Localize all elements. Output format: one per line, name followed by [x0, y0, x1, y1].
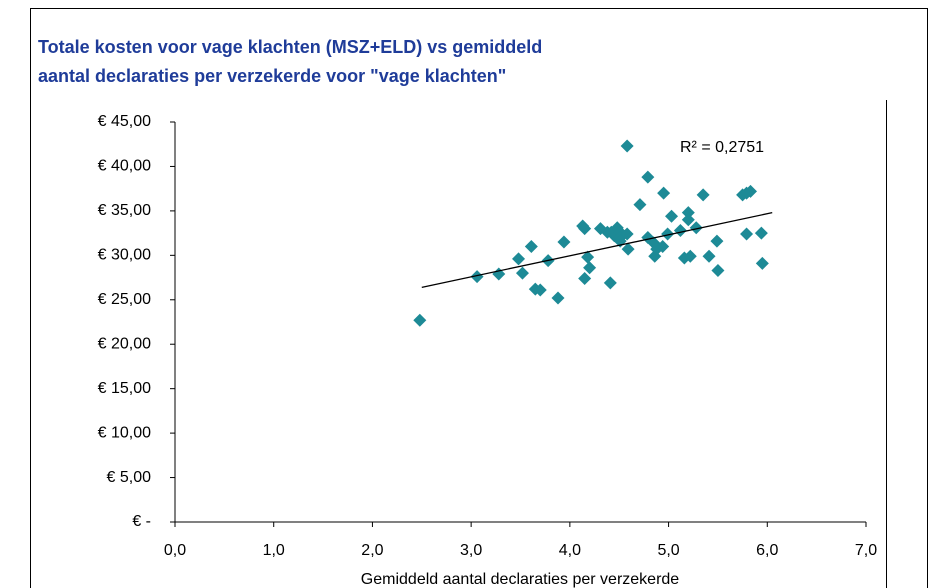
y-tick-label: € 40,00 [98, 158, 151, 175]
point [413, 313, 427, 327]
point [551, 291, 565, 305]
x-tick-label: 7,0 [855, 542, 877, 559]
point [755, 256, 769, 270]
point [681, 213, 695, 227]
point [470, 270, 484, 284]
point [533, 283, 547, 297]
point [656, 239, 670, 253]
x-tick-label: 1,0 [263, 542, 285, 559]
point [696, 188, 710, 202]
point [621, 242, 635, 256]
y-tick-label: € 25,00 [98, 291, 151, 308]
y-tick-label: € 5,00 [107, 469, 152, 486]
point [661, 227, 675, 241]
point [557, 235, 571, 249]
y-tick-label: € 35,00 [98, 202, 151, 219]
x-tick-label: 0,0 [164, 542, 186, 559]
point [578, 222, 592, 236]
chart-border [30, 8, 928, 588]
point [702, 249, 716, 263]
trendline [421, 212, 773, 288]
point [515, 266, 529, 280]
point [641, 170, 655, 184]
point [711, 263, 725, 277]
point [710, 234, 724, 248]
point [754, 226, 768, 240]
point [683, 249, 697, 263]
chart-title: Totale kosten voor vage klachten (MSZ+EL… [38, 37, 542, 57]
y-tick-label: € 45,00 [98, 113, 151, 130]
point [524, 239, 538, 253]
point [657, 186, 671, 200]
point [603, 276, 617, 290]
x-tick-label: 2,0 [361, 542, 383, 559]
annotation: R² = 0,2751 [680, 139, 764, 156]
point [665, 209, 679, 223]
y-tick-label: € 20,00 [98, 335, 151, 352]
point [583, 261, 597, 275]
point [744, 184, 758, 198]
chart-title: aantal declaraties per verzekerde voor "… [38, 66, 506, 86]
point [673, 223, 687, 237]
x-tick-label: 6,0 [756, 542, 778, 559]
y-tick-label: € 30,00 [98, 247, 151, 264]
y-tick-label: € 10,00 [98, 424, 151, 441]
point [681, 206, 695, 220]
x-tick-label: 5,0 [657, 542, 679, 559]
point [581, 250, 595, 264]
x-axis-title: Gemiddeld aantal declaraties per verzeke… [361, 571, 680, 588]
x-tick-label: 4,0 [559, 542, 581, 559]
y-tick-label: € - [132, 513, 151, 530]
point [689, 221, 703, 235]
point [620, 227, 634, 241]
x-tick-label: 3,0 [460, 542, 482, 559]
point [512, 252, 526, 266]
point [620, 139, 634, 153]
point [633, 198, 647, 212]
point [740, 227, 754, 241]
y-tick-label: € 15,00 [98, 380, 151, 397]
point [578, 271, 592, 285]
